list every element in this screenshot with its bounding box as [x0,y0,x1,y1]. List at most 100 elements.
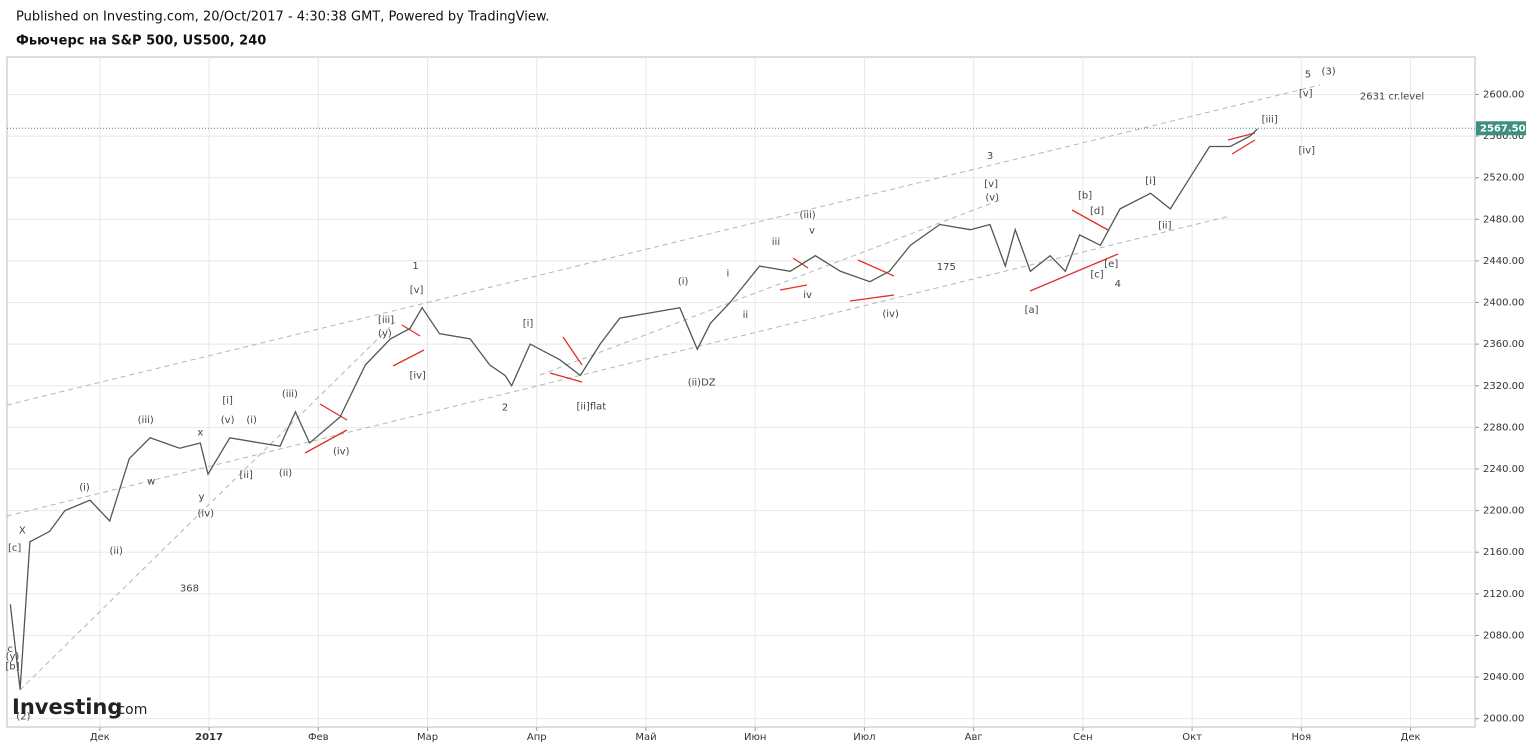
wave-label: [e] [1104,259,1118,270]
wave-label: (iii) [800,210,816,221]
wave-label: iv [803,290,812,301]
wave-label: 5 [1305,70,1311,81]
red-line [792,257,809,269]
red-line [1231,139,1256,155]
y-tick-label: 2120.00 [1483,589,1524,600]
wave-label: [v] [410,285,424,296]
wave-label: (i) [79,483,90,494]
wave-label: [a] [1025,305,1039,316]
price-line [9,128,1259,690]
published-note: Published on Investing.com, 20/Oct/2017 … [16,10,549,25]
wave-label: [c] [1090,269,1103,280]
wave-label: (iv) [882,309,899,320]
red-line [304,429,348,454]
red-line [401,324,421,337]
red-line [562,336,583,366]
y-tick-label: 2160.00 [1483,547,1524,558]
x-tick-label: Май [635,732,656,743]
x-tick-label: Ноя [1292,732,1312,743]
channel-line [6,84,1321,406]
wave-label: (ii) [110,546,123,557]
red-line [1071,209,1109,231]
data-layer: 2567.50 1 [v] [iii] (y) [iv] 2 [i] [ii]flat (i) (i… [5,67,1526,723]
wave-label: [c] [8,543,21,554]
x-tick-label: Мар [417,732,438,743]
wave-label: X [19,525,26,536]
x-tick-label: 2017 [195,732,223,743]
channel-line [19,321,396,691]
red-line [849,294,895,302]
red-line [779,284,808,291]
logo-name: Investing [12,695,122,719]
wave-label: [d] [1090,206,1104,217]
red-line [1029,253,1119,292]
x-tick-label: Окт [1182,732,1202,743]
red-line [1227,132,1256,141]
y-tick-label: 2040.00 [1483,672,1524,683]
wave-label: (i) [678,277,689,288]
wave-label: (y) [378,329,392,340]
wave-label: y [198,492,204,503]
y-tick-label: 2600.00 [1483,89,1524,100]
channel-line [6,215,1231,517]
y-tick-label: 2440.00 [1483,256,1524,267]
wave-label: 1 [412,261,418,272]
wave-label: ii [743,310,749,321]
wave-label: (iii) [282,389,298,400]
wave-label: [iii] [1262,114,1278,125]
trend-marks [304,132,1256,454]
wave-label: 368 [180,584,199,595]
logo-suffix: .com [113,702,147,718]
x-tick-label: Дек [1401,732,1421,743]
y-tick-label: 2400.00 [1483,298,1524,309]
x-tick-label: Дек [90,732,110,743]
wave-label: (iv) [198,509,215,520]
wave-label: iii [772,237,780,248]
plot-frame [6,56,1476,728]
wave-label: (iii) [138,415,154,426]
x-tick-label: Июл [853,732,875,743]
wave-label: [ii] [1158,221,1171,232]
last-price-box [1476,121,1526,136]
wave-label: (i) [246,415,257,426]
red-line [857,259,895,277]
wave-label: 3 [987,151,993,162]
y-tick-label: 2320.00 [1483,381,1524,392]
wave-label: [ii]flat [577,402,607,413]
wave-label: (ii) [279,468,292,479]
wave-label: v [809,226,815,237]
wave-label: [ii] [240,470,253,481]
wave-label: 2 [502,403,508,414]
y-tick-label: 2480.00 [1483,214,1524,225]
wave-label: (ii)DZ [688,378,716,389]
wave-label: [i] [222,395,233,406]
wave-label: w [147,476,155,487]
red-line [319,403,348,421]
wave-label: (iv) [333,446,350,457]
y-tick-label: 2280.00 [1483,422,1524,433]
wave-label: (2) [16,712,30,723]
wave-label: x [197,428,203,439]
x-tick-label: Апр [527,732,547,743]
y-tick-label: 2240.00 [1483,464,1524,475]
x-tick-label: Сен [1073,732,1093,743]
wave-label: [iii] [378,315,394,326]
wave-label: [v] [984,179,998,190]
red-line [392,349,425,367]
y-tick-label: 2200.00 [1483,506,1524,517]
wave-label: (y) [6,651,20,662]
wave-label: [iv] [409,370,426,381]
red-line [549,372,583,383]
wave-label: (v) [985,192,999,203]
y-tick-label: 2080.00 [1483,630,1524,641]
y-tick-label: 2360.00 [1483,339,1524,350]
wave-label: [i] [523,318,534,329]
grid: 2000.00 2040.00 2080.00 2120.00 2160.00 2200.… [7,57,1524,743]
logo: Investing .com [12,695,147,719]
wave-label: (3) [1322,67,1336,78]
wave-label: [b] [5,662,19,673]
wave-label: i [727,268,730,279]
wave-label: 4 [1115,279,1121,290]
